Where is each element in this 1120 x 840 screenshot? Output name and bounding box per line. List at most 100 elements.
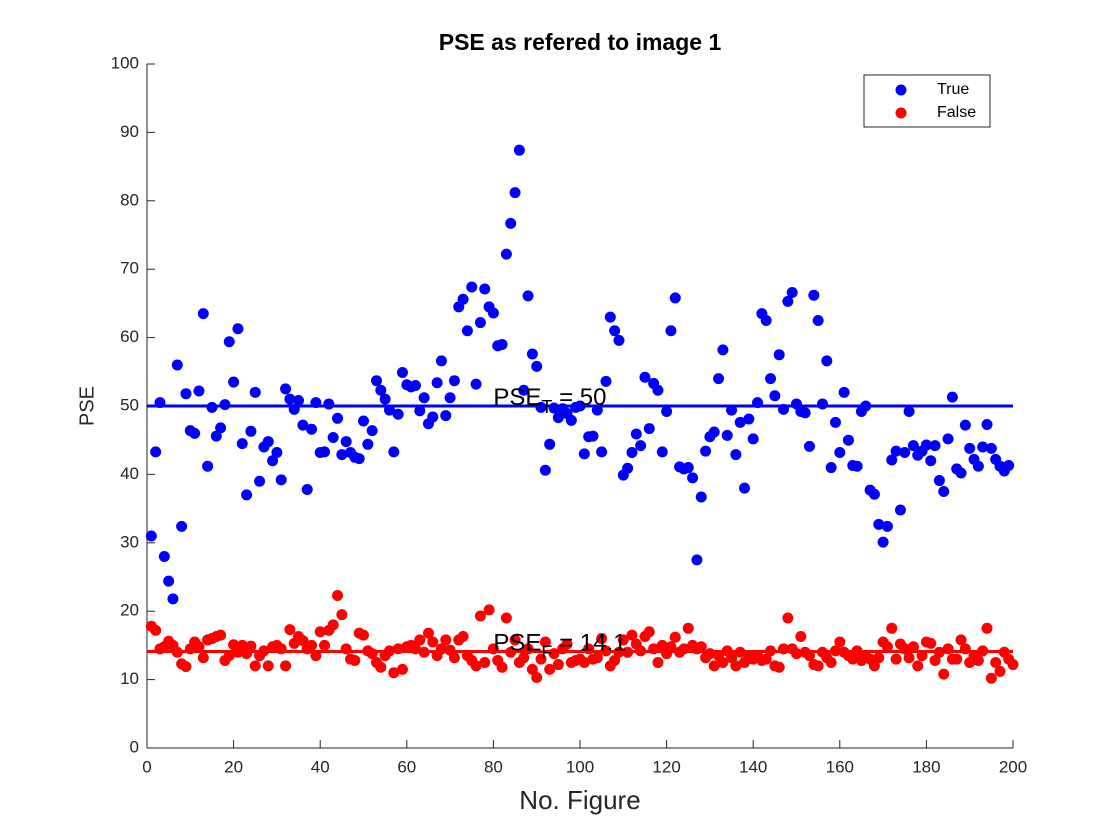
data-point [925, 455, 937, 467]
data-point [899, 447, 911, 459]
legend-label: True [937, 81, 969, 98]
data-point [955, 467, 967, 479]
data-point [890, 445, 902, 457]
data-point [760, 315, 772, 326]
data-point [176, 520, 188, 532]
data-point [825, 657, 837, 668]
mean-label: PSET = 50 [493, 384, 606, 416]
data-point [539, 464, 551, 476]
mean-label-value: = 14.1 [552, 630, 626, 657]
data-point [544, 438, 556, 450]
data-point [358, 629, 369, 641]
data-point [903, 405, 915, 417]
data-point [851, 460, 863, 472]
data-point [448, 652, 460, 664]
data-point [526, 348, 538, 360]
data-point [782, 612, 794, 624]
data-point [886, 622, 898, 634]
mean-label-sub: T [541, 397, 552, 417]
data-point [280, 383, 292, 395]
mean-label-name: PSE [493, 384, 541, 411]
data-point [500, 612, 512, 624]
x-tick-label: 0 [142, 757, 151, 776]
data-point [461, 325, 473, 337]
data-point [769, 390, 781, 402]
data-point [431, 377, 443, 389]
data-point [812, 315, 824, 326]
data-point [249, 660, 261, 672]
data-point [163, 575, 175, 587]
data-point [942, 433, 954, 445]
data-point [440, 410, 452, 422]
data-point [544, 663, 556, 675]
y-tick-label: 10 [120, 669, 139, 688]
data-point [700, 445, 712, 457]
data-point [977, 441, 989, 453]
data-point [388, 446, 400, 458]
data-point [561, 638, 573, 650]
legend-marker [895, 107, 907, 119]
data-point [717, 657, 729, 668]
x-tick-label: 60 [397, 757, 416, 776]
x-tick-label: 180 [912, 757, 940, 776]
data-point [189, 427, 201, 439]
data-point [890, 653, 902, 665]
data-point [881, 520, 893, 532]
x-tick-label: 160 [826, 757, 854, 776]
data-point [734, 416, 746, 428]
legend-box [863, 74, 991, 128]
data-point [682, 622, 694, 634]
data-point [483, 604, 495, 616]
data-point [327, 619, 339, 631]
data-point [760, 653, 772, 665]
data-point [145, 530, 157, 542]
data-point [202, 460, 214, 472]
x-tick-label: 100 [566, 757, 594, 776]
data-point [271, 447, 283, 459]
data-point [609, 654, 621, 666]
data-point [388, 667, 400, 679]
data-point [596, 446, 608, 458]
data-point [643, 626, 655, 638]
data-point [799, 407, 811, 419]
data-point [964, 442, 976, 454]
data-point [665, 641, 677, 653]
data-point [652, 384, 664, 396]
data-point [669, 292, 681, 304]
data-point [743, 413, 755, 425]
data-point [626, 629, 638, 641]
data-point [518, 384, 530, 396]
data-point [842, 434, 854, 446]
data-point [938, 668, 950, 680]
data-point [262, 660, 274, 672]
data-point [920, 439, 932, 451]
data-point [358, 415, 369, 427]
data-point [816, 398, 828, 410]
data-point [396, 366, 408, 378]
data-point [873, 652, 885, 664]
data-point [284, 624, 296, 636]
data-point [990, 657, 1002, 668]
data-point [665, 325, 677, 337]
data-point [293, 395, 305, 407]
data-point [531, 672, 543, 684]
data-point [652, 657, 664, 668]
data-point [210, 430, 222, 442]
data-point [591, 652, 603, 664]
data-point [773, 661, 785, 673]
mean-label-name: PSE [493, 630, 541, 657]
data-point [228, 376, 240, 388]
data-point [795, 631, 807, 643]
data-point [834, 636, 846, 648]
data-point [474, 317, 486, 329]
data-point [972, 460, 984, 472]
chart-title: PSE as refered to image 1 [439, 29, 722, 55]
data-point [518, 652, 530, 664]
data-point [834, 447, 846, 459]
data-point [366, 425, 378, 437]
data-point [496, 661, 508, 673]
y-tick-label: 40 [120, 464, 139, 483]
data-point [470, 378, 482, 390]
data-point [626, 447, 638, 459]
